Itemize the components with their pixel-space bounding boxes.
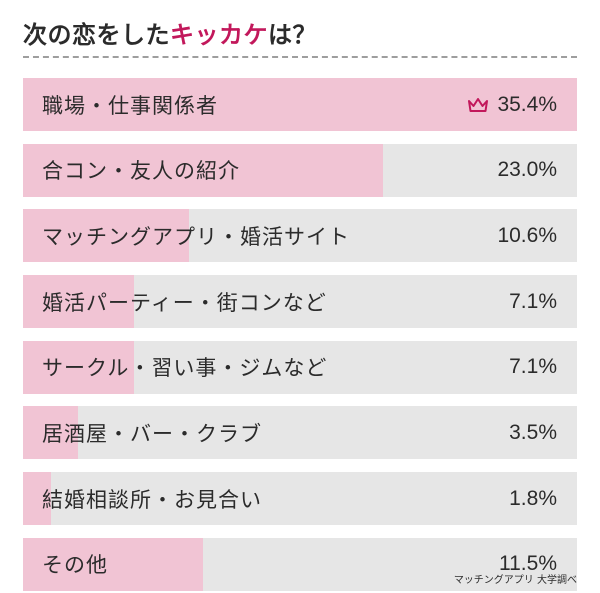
bar-row: その他 11.5%: [23, 537, 577, 591]
bar-value-text: 7.1%: [509, 355, 557, 379]
bar-label: 婚活パーティー・街コンなど: [42, 290, 327, 315]
crown-icon: [468, 97, 489, 112]
bar-label: マッチングアプリ・婚活サイト: [42, 224, 350, 249]
bar-label: 居酒屋・バー・クラブ: [42, 421, 262, 446]
bar-value-text: 10.6%: [497, 223, 557, 247]
bar-value-text: 11.5%: [499, 552, 557, 576]
bar-fill: [23, 340, 134, 394]
bar-fill: [23, 472, 51, 526]
bar-value: 1.8%: [509, 472, 557, 525]
bar-value-text: 7.1%: [509, 289, 557, 313]
bar-fill: [23, 537, 203, 591]
bar-fill: [23, 406, 78, 460]
bar-value-text: 23.0%: [497, 158, 557, 182]
bar-label: 職場・仕事関係者: [42, 93, 218, 118]
bar-label: その他: [42, 553, 108, 578]
bar-chart: 職場・仕事関係者 35.4% 合コン・友人の紹介 23.0% マッチングアプリ・婚活サイ…: [23, 78, 577, 591]
bar-value-text: 35.4%: [497, 92, 557, 116]
bar-fill: [23, 209, 189, 263]
bar-value: 3.5%: [509, 406, 557, 459]
title-divider: [23, 56, 577, 58]
chart-title-accent: キッカケ: [170, 20, 268, 49]
bar-label: サークル・習い事・ジムなど: [42, 356, 328, 381]
bar-value: 7.1%: [509, 275, 557, 328]
chart-title-prefix: 次の恋をした: [23, 20, 170, 49]
bar-row: 職場・仕事関係者 35.4%: [23, 78, 577, 131]
source-note: マッチングアプリ 大学調べ: [453, 575, 577, 586]
bar-value: 23.0%: [497, 144, 557, 197]
bar-fill: [23, 275, 134, 329]
bar-value: 10.6%: [497, 209, 557, 262]
bar-value: 35.4%: [467, 78, 557, 131]
bar-row: 婚活パーティー・街コンなど 7.1%: [23, 275, 577, 329]
bar-row: 居酒屋・バー・クラブ 3.5%: [23, 406, 577, 460]
bar-label: 結婚相談所・お見合い: [42, 487, 262, 512]
bar-value-text: 3.5%: [509, 420, 557, 444]
chart-title-suffix: は？: [268, 20, 317, 49]
bar-value-text: 1.8%: [509, 486, 557, 510]
bar-row: 合コン・友人の紹介 23.0%: [23, 143, 577, 197]
bar-row: マッチングアプリ・婚活サイト 10.6%: [23, 209, 577, 263]
bar-value: 11.5%: [499, 538, 557, 591]
bar-row: サークル・習い事・ジムなど 7.1%: [23, 340, 577, 394]
bar-row: 結婚相談所・お見合い 1.8%: [23, 472, 577, 526]
bar-value: 7.1%: [509, 341, 557, 394]
bar-fill: [23, 143, 383, 197]
bar-label: 合コン・友人の紹介: [42, 159, 240, 184]
chart-title: 次の恋をした キッカケ は？: [23, 12, 317, 52]
